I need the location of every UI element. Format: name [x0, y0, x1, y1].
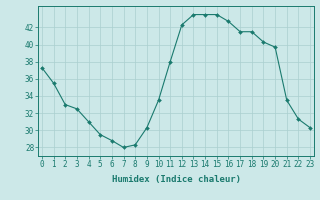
X-axis label: Humidex (Indice chaleur): Humidex (Indice chaleur): [111, 175, 241, 184]
